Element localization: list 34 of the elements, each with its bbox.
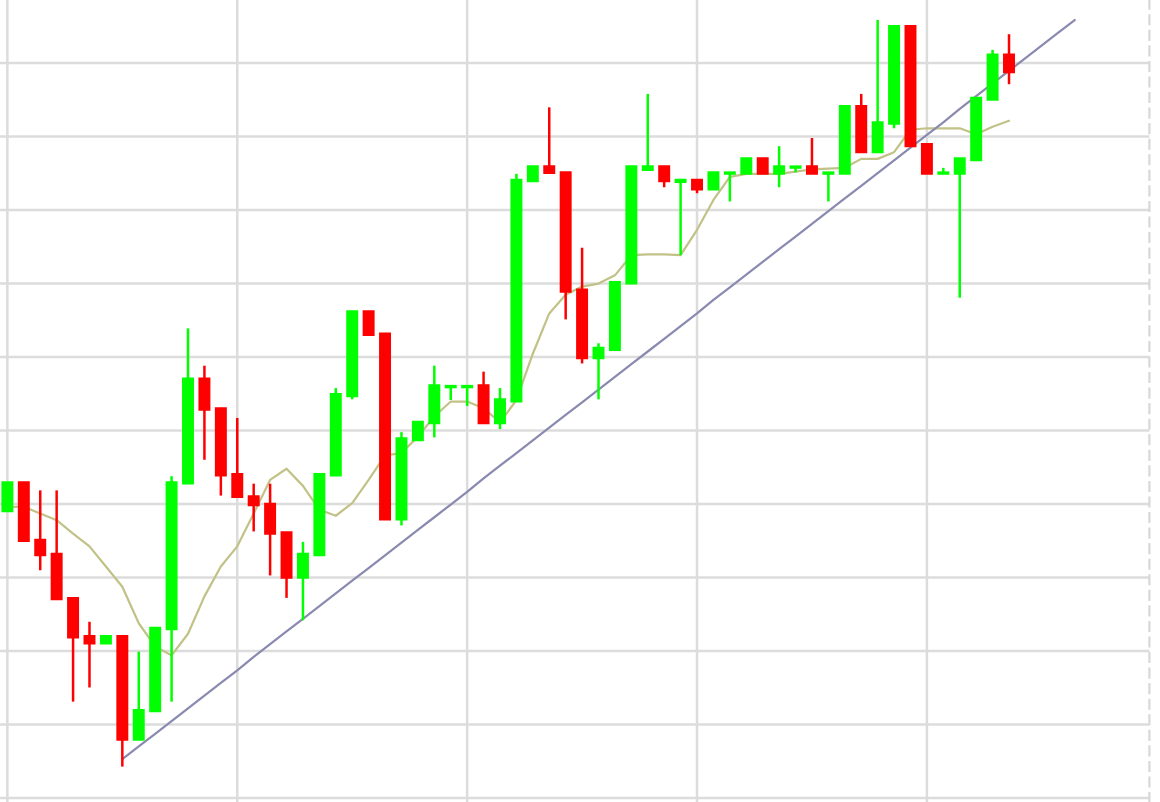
candlestick: [953, 156, 966, 299]
candlestick: [986, 48, 999, 102]
candlestick: [444, 384, 457, 402]
candlestick: [67, 596, 80, 703]
candlestick: [477, 370, 490, 425]
candlestick: [280, 530, 293, 600]
candlestick: [411, 420, 424, 442]
candlestick: [822, 171, 835, 203]
candlestick: [543, 106, 556, 175]
candlestick: [1003, 32, 1015, 86]
candlestick: [1, 481, 14, 513]
candlestick: [658, 165, 671, 189]
candlestick: [132, 650, 145, 741]
candlestick: [592, 342, 605, 401]
candlestick: [461, 384, 474, 408]
candlestick: [871, 18, 884, 154]
candlestick: [641, 92, 654, 172]
candlestick: [264, 482, 277, 577]
candlestick: [247, 482, 260, 533]
candlestick: [34, 489, 47, 572]
candlestick: [296, 540, 309, 622]
candlestick: [231, 416, 244, 499]
candlestick: [773, 144, 786, 189]
candlestick: [920, 142, 933, 175]
candlestick: [723, 171, 736, 203]
candlestick: [83, 620, 96, 689]
candlestick: [494, 386, 506, 431]
candlestick: [805, 136, 818, 176]
candlestick: [362, 310, 375, 337]
candlestick: [50, 489, 63, 601]
candlestick: [428, 364, 441, 439]
candlestick: [674, 178, 687, 257]
candlestick: [198, 364, 211, 462]
candlestick: [855, 92, 868, 154]
